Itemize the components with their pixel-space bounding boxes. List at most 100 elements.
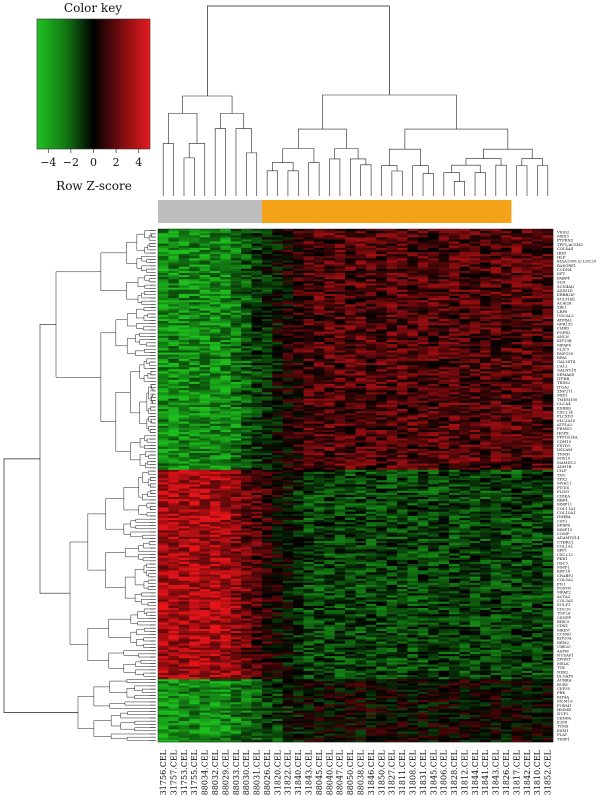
- heatmap-cell: [438, 285, 450, 288]
- heatmap-cell: [532, 377, 543, 380]
- heatmap-cell: [521, 335, 533, 339]
- heatmap-cell: [261, 434, 273, 437]
- heatmap-cell: [241, 241, 252, 244]
- heatmap-cell: [241, 409, 252, 412]
- heatmap-cell: [532, 413, 543, 416]
- heatmap-cell: [241, 463, 252, 466]
- heatmap-cell: [376, 252, 387, 255]
- heatmap-cell: [438, 360, 450, 364]
- heatmap-cell: [511, 247, 523, 251]
- heatmap-cell: [251, 390, 263, 393]
- heatmap-cell: [199, 444, 211, 447]
- heatmap-cell: [209, 446, 221, 450]
- heatmap-cell: [459, 436, 471, 439]
- heatmap-cell: [365, 350, 377, 353]
- heatmap-cell: [272, 331, 283, 334]
- heatmap-cell: [241, 323, 252, 326]
- heatmap-cell: [220, 421, 231, 424]
- heatmap-cell: [480, 262, 491, 265]
- heatmap-cell: [469, 461, 481, 464]
- heatmap-cell: [417, 363, 429, 366]
- heatmap-cell: [397, 279, 408, 282]
- heatmap-cell: [355, 444, 367, 447]
- heatmap-cell: [282, 358, 294, 362]
- heatmap-cell: [282, 245, 294, 249]
- heatmap-cell: [532, 258, 543, 261]
- heatmap-cell: [365, 425, 377, 429]
- heatmap-cell: [490, 440, 502, 443]
- heatmap-cell: [449, 298, 460, 301]
- heatmap-cell: [511, 396, 523, 399]
- heatmap-cell: [469, 402, 481, 406]
- heatmap-cell: [313, 436, 325, 439]
- heatmap-cell: [230, 394, 242, 397]
- heatmap-cell: [272, 260, 283, 263]
- heatmap-cell: [459, 383, 471, 387]
- heatmap-cell: [386, 469, 398, 473]
- heatmap-cell: [407, 423, 419, 427]
- heatmap-cell: [532, 421, 543, 424]
- heatmap-cell: [293, 241, 304, 244]
- heatmap-cell: [407, 239, 419, 242]
- heatmap-cell: [428, 262, 439, 265]
- heatmap-cell: [417, 291, 429, 295]
- heatmap-cell: [449, 262, 460, 265]
- heatmap-cell: [168, 425, 179, 429]
- heatmap-cell: [521, 249, 533, 253]
- heatmap-cell: [501, 252, 512, 255]
- heatmap-cell: [303, 287, 315, 290]
- heatmap-cell: [158, 275, 169, 278]
- heatmap-cell: [282, 256, 294, 259]
- heatmap-cell: [428, 473, 439, 477]
- heatmap-cell: [480, 327, 491, 330]
- heatmap-cell: [459, 319, 471, 322]
- heatmap-cell: [511, 350, 523, 353]
- row-dendrogram-link: [141, 592, 155, 597]
- heatmap-cell: [282, 270, 294, 274]
- heatmap-cell: [189, 262, 200, 265]
- heatmap-cell: [345, 417, 356, 420]
- heatmap-cell: [324, 287, 335, 290]
- heatmap-cell: [449, 289, 460, 293]
- heatmap-cell: [345, 277, 356, 280]
- heatmap-cell: [386, 453, 398, 456]
- row-dendrogram-link: [146, 512, 155, 517]
- heatmap-cell: [199, 344, 211, 347]
- heatmap-cell: [303, 298, 315, 301]
- heatmap-cell: [230, 471, 242, 475]
- heatmap-cell: [438, 245, 450, 249]
- heatmap-cell: [293, 427, 304, 431]
- heatmap-cell: [501, 467, 512, 470]
- heatmap-cell: [189, 375, 200, 378]
- heatmap-cell: [501, 453, 512, 456]
- heatmap-cell: [386, 478, 398, 481]
- heatmap-cell: [178, 272, 190, 276]
- heatmap-cell: [397, 386, 408, 389]
- heatmap-cell: [386, 440, 398, 443]
- heatmap-cell: [386, 427, 398, 431]
- heatmap-cell: [293, 300, 304, 303]
- heatmap-cell: [345, 480, 356, 483]
- heatmap-cell: [532, 296, 543, 299]
- heatmap-cell: [449, 461, 460, 464]
- heatmap-cell: [459, 285, 471, 288]
- heatmap-cell: [501, 394, 512, 397]
- heatmap-cell: [251, 419, 263, 422]
- heatmap-cell: [542, 461, 554, 464]
- heatmap-cell: [407, 411, 419, 414]
- heatmap-cell: [345, 467, 356, 470]
- heatmap-cell: [428, 300, 439, 303]
- heatmap-cell: [324, 352, 335, 355]
- heatmap-cell: [272, 333, 283, 336]
- heatmap-cell: [521, 289, 533, 293]
- heatmap-cell: [209, 417, 221, 420]
- heatmap-cell: [272, 448, 283, 452]
- heatmap-cell: [365, 465, 377, 468]
- heatmap-cell: [449, 446, 460, 450]
- heatmap-cell: [428, 281, 439, 284]
- heatmap-cell: [313, 386, 325, 389]
- heatmap-cell: [511, 465, 523, 468]
- heatmap-cell: [469, 266, 481, 269]
- heatmap-cell: [542, 480, 554, 483]
- heatmap-cell: [386, 455, 398, 458]
